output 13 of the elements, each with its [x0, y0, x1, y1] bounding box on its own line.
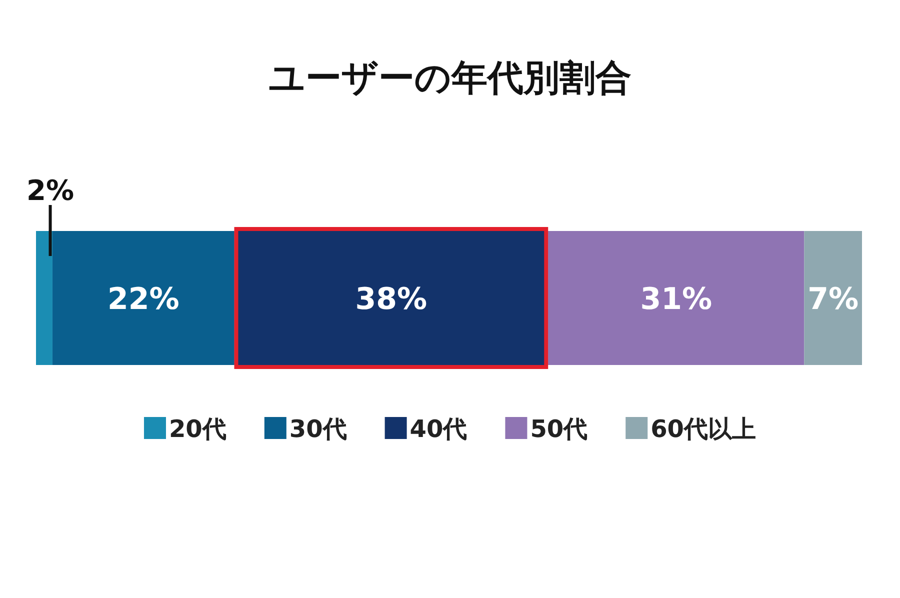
chart-title: ユーザーの年代別割合	[268, 58, 632, 99]
bar	[804, 231, 862, 365]
legend-label: 50代	[530, 415, 588, 443]
data-label: 31%	[640, 282, 712, 317]
data-label: 7%	[808, 282, 859, 317]
legend-label: 40代	[410, 415, 468, 443]
data-label: 38%	[355, 282, 428, 317]
data-label: 22%	[107, 282, 180, 317]
data-label: 2%	[26, 174, 74, 207]
legend-label: 20代	[168, 415, 226, 443]
legend-label: 30代	[289, 415, 347, 443]
bar	[36, 231, 53, 365]
legend-label: 60代以上	[650, 415, 756, 443]
